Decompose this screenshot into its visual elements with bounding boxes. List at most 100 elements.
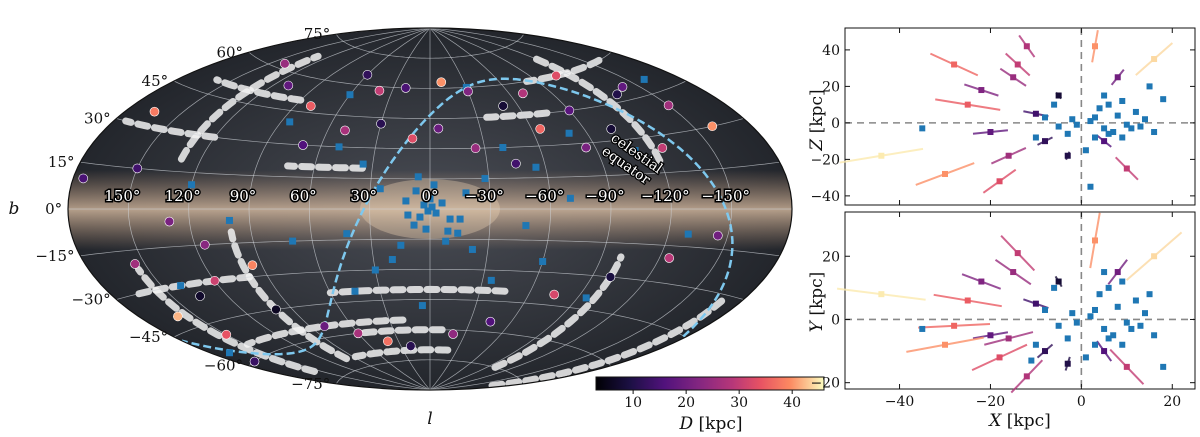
blue-point (1073, 121, 1080, 128)
xy-xlabel: X [kpc] (987, 411, 1051, 431)
xy-ylabel-var: Y (807, 319, 827, 332)
colored-point (964, 101, 971, 108)
blue-point (1105, 101, 1112, 108)
blue-point (1064, 335, 1071, 342)
blue-point (919, 125, 926, 132)
blue-point (1096, 291, 1103, 298)
grid-meridian (429, 28, 672, 390)
lat-tick-label: −60° (204, 357, 243, 375)
blue-point (919, 325, 926, 332)
lat-tick-label: −15° (35, 247, 74, 265)
colored-point (1101, 348, 1108, 355)
sky-blue-point (446, 215, 454, 223)
colored-point (1092, 43, 1098, 50)
sky-blue-point (468, 245, 476, 253)
colored-point (1042, 348, 1048, 355)
sky-colored-point (551, 70, 561, 81)
sky-colored-point (319, 321, 330, 332)
blue-point (1028, 357, 1035, 364)
lon-tick-label: 30° (350, 187, 377, 205)
lat-tick-label: −30° (71, 290, 110, 308)
colored-point (1092, 237, 1098, 244)
sky-blue-point (225, 349, 233, 357)
sky-colored-point (535, 124, 545, 134)
sky-blue-point (225, 216, 233, 224)
sky-blue-point (454, 229, 462, 237)
blue-point (1051, 284, 1058, 291)
footprint-strip (243, 316, 407, 348)
grid-meridian (429, 28, 733, 390)
sky-colored-point (617, 82, 628, 92)
sky-colored-point (564, 105, 575, 116)
sky-blue-point (424, 207, 432, 215)
blue-point (1087, 118, 1094, 125)
blue-point (1032, 341, 1039, 348)
blue-point (1128, 325, 1135, 332)
colorbar-label: D [kpc] (678, 414, 742, 434)
sky-blue-point (286, 118, 294, 126)
colored-point (964, 297, 971, 304)
y-tick-label: −20 (810, 376, 840, 392)
xz-plot-area: −40 −20 0 20 40 (810, 28, 1195, 205)
sky-colored-point (374, 85, 385, 96)
blue-point (1101, 125, 1108, 132)
blue-point (1082, 354, 1089, 361)
sky-colored-point (448, 329, 458, 339)
sky-colored-point (581, 142, 591, 153)
sky-colored-point (305, 101, 316, 111)
sky-colored-point (280, 58, 290, 69)
colored-point (1014, 61, 1021, 68)
colored-point (1023, 373, 1030, 380)
lon-tick-label: −150° (701, 187, 750, 205)
xy-xlabel-unit: [kpc] (1007, 411, 1051, 431)
blue-point (1105, 284, 1112, 291)
colored-point (1114, 269, 1121, 276)
blue-point (1151, 129, 1158, 136)
sky-colored-point (340, 125, 350, 136)
blue-point (1119, 341, 1126, 348)
blue-point (1151, 332, 1158, 339)
sky-colored-point (283, 80, 294, 91)
sky-blue-point (359, 160, 367, 168)
colored-point (942, 341, 948, 348)
sky-blue-point (335, 143, 343, 151)
footprint-strip (326, 285, 509, 297)
grid-meridian (429, 28, 552, 390)
lat-tick-label: 15° (48, 153, 75, 171)
lon-tick-label: −120° (641, 187, 690, 205)
blue-point (1142, 116, 1148, 123)
blue-point (1146, 291, 1153, 298)
blue-point (1073, 319, 1080, 326)
sky-colored-point (657, 143, 668, 153)
colored-point (1064, 152, 1071, 159)
blue-point (1032, 134, 1039, 141)
blue-point (1128, 125, 1135, 132)
sky-colored-point (78, 173, 89, 184)
sky-blue-point (522, 222, 530, 230)
sky-blue-point (442, 237, 450, 245)
sky-colored-point (407, 133, 418, 144)
blue-point (1042, 114, 1048, 121)
colored-point (1032, 110, 1039, 117)
sky-blue-point (402, 197, 410, 205)
sky-colored-point (200, 239, 210, 250)
sky-colored-point (606, 124, 617, 134)
colored-point (1010, 74, 1017, 81)
blue-point (1119, 134, 1126, 141)
sky-blue-point (487, 276, 495, 284)
colored-points-sky (78, 58, 723, 367)
sky-blue-point (404, 211, 412, 219)
xy-ylabel-unit: [kpc] (807, 272, 827, 316)
sky-colored-point (353, 328, 364, 339)
sky-colored-point (549, 289, 559, 300)
blue-point (1055, 322, 1062, 329)
colored-point (1064, 360, 1071, 367)
colored-point (978, 278, 985, 285)
colored-point (1005, 335, 1012, 342)
grid-meridian (369, 28, 431, 390)
longitude-labels: 150° 120° 90° 60° 30° 0° −30° −60° −90° −120° −150… (103, 186, 752, 207)
blue-point (1142, 310, 1148, 317)
blue-point (1092, 114, 1098, 121)
sky-colored-point (164, 216, 175, 227)
y-tick-label: 0 (831, 116, 840, 132)
